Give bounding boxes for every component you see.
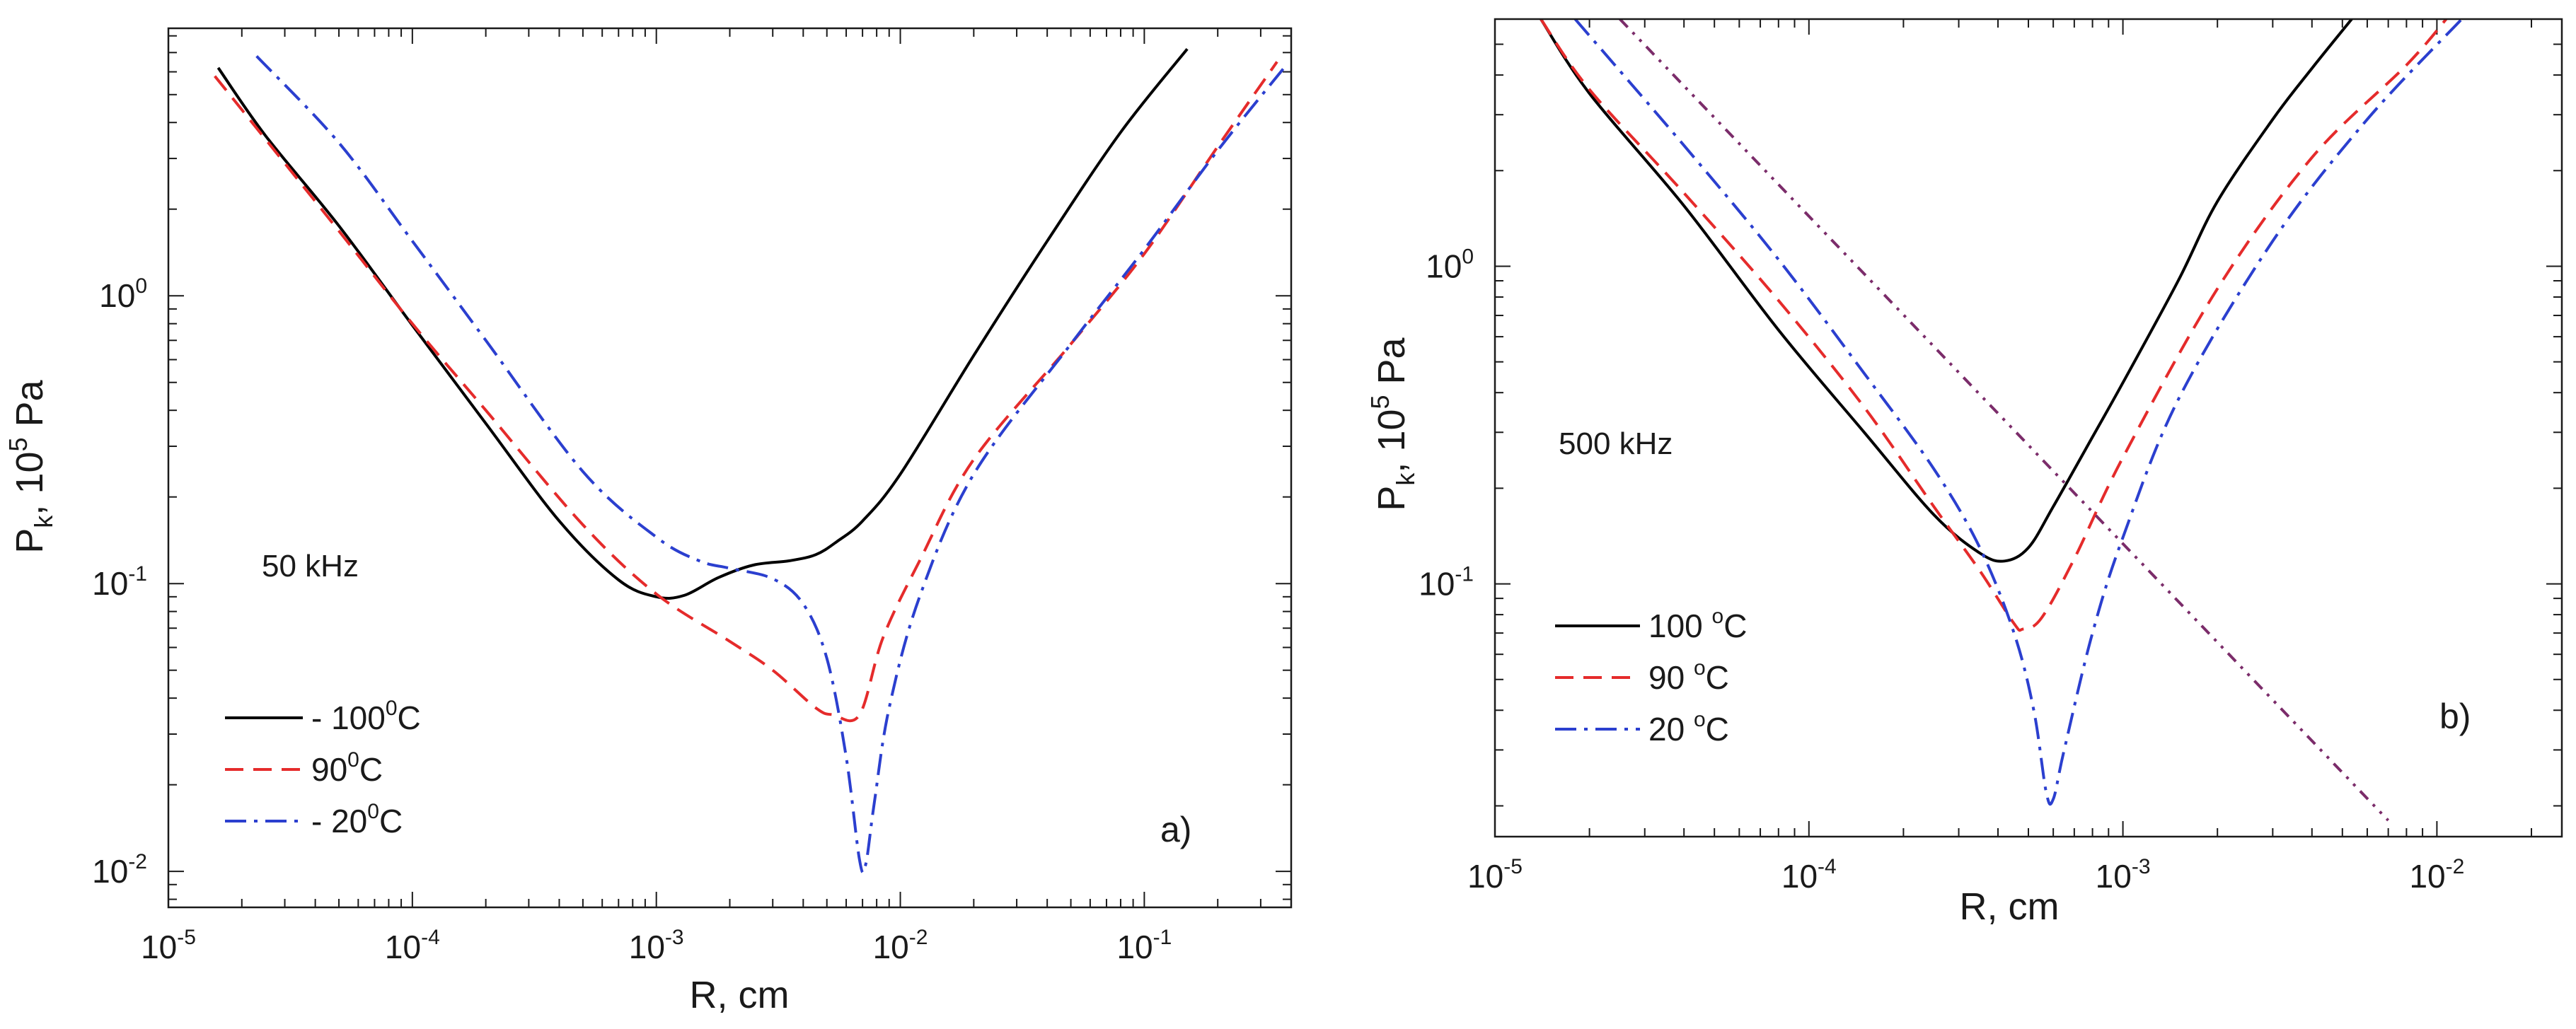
- x-tick-label: 10-4: [1781, 855, 1837, 895]
- x-axis-label: R, cm: [1960, 885, 2060, 928]
- series-line-100-c: [216, 48, 1189, 600]
- frequency-annotation: 50 kHz: [262, 549, 359, 583]
- legend-label: 900C: [311, 748, 383, 788]
- legend: 100 oC 90 oC 20 oC: [1555, 605, 1747, 748]
- x-tick-label: 10-3: [2096, 855, 2151, 895]
- legend-label: 20 oC: [1648, 708, 1729, 748]
- series-line-90-c: [214, 61, 1278, 723]
- series-group: [214, 48, 1287, 874]
- y-tick-label: 10-1: [1419, 563, 1474, 603]
- panel-label: a): [1160, 810, 1191, 849]
- series-line-20-c: [255, 55, 1287, 874]
- x-tick-label: 10-3: [629, 926, 684, 965]
- axis-ticks: [168, 28, 1292, 907]
- x-tick-label: 10-5: [141, 926, 196, 965]
- x-tick-label: 10-5: [1467, 855, 1523, 895]
- x-tick-label: 10-1: [1116, 926, 1172, 965]
- chart-panel-b: 10-5 10-4 10-3 10-2 100 10-1 R, cm Pk, 105 Pa 50…: [1365, 18, 2563, 928]
- y-tick-label: 10-1: [92, 562, 147, 602]
- legend: - 1000C 900C - 200C: [225, 697, 421, 839]
- legend-label: - 200C: [311, 800, 403, 839]
- x-tick-label: 10-2: [2409, 855, 2464, 895]
- chart-panel-a: 10-5 10-4 10-3 10-2 10-1 100 10-1 10-2 R, cm Pk, …: [4, 27, 1293, 1016]
- panel-label: b): [2439, 697, 2471, 736]
- x-axis-label: R, cm: [690, 974, 790, 1016]
- y-tick-label: 100: [1426, 245, 1474, 284]
- y-tick-label: 10-2: [92, 850, 147, 890]
- series-line-reference-line: [1619, 19, 2390, 822]
- plot-frame: [167, 27, 1293, 909]
- frequency-annotation: 500 kHz: [1559, 426, 1673, 461]
- y-axis-label: Pk, 105 Pa: [1365, 337, 1420, 511]
- legend-label: 100 oC: [1648, 605, 1747, 644]
- series-line-90-c: [1540, 19, 2449, 632]
- x-tick-label: 10-2: [873, 926, 928, 965]
- x-tick-label: 10-4: [385, 926, 440, 965]
- y-axis-label: Pk, 105 Pa: [4, 379, 58, 553]
- legend-label: 90 oC: [1648, 656, 1729, 696]
- plot-frame: [1494, 18, 2563, 838]
- legend-label: - 1000C: [311, 697, 421, 736]
- series-group: [1540, 19, 2463, 822]
- y-tick-label: 100: [99, 274, 147, 314]
- series-line-100-c: [1540, 19, 2354, 563]
